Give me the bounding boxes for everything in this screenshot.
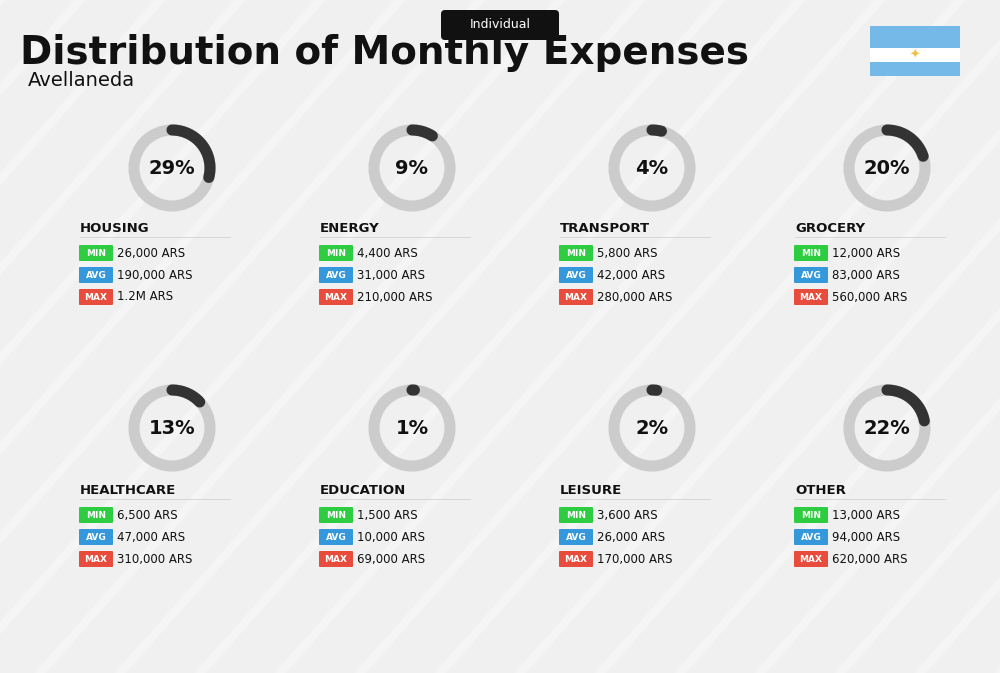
FancyBboxPatch shape: [441, 10, 559, 40]
Text: 620,000 ARS: 620,000 ARS: [832, 553, 908, 565]
Text: 1%: 1%: [395, 419, 429, 437]
Text: 560,000 ARS: 560,000 ARS: [832, 291, 907, 304]
Text: MIN: MIN: [566, 511, 586, 520]
Text: 94,000 ARS: 94,000 ARS: [832, 530, 900, 544]
Text: 170,000 ARS: 170,000 ARS: [597, 553, 672, 565]
Text: MIN: MIN: [801, 511, 821, 520]
Text: MAX: MAX: [800, 293, 822, 302]
Text: 280,000 ARS: 280,000 ARS: [597, 291, 672, 304]
Text: HOUSING: HOUSING: [80, 221, 150, 234]
Text: MIN: MIN: [86, 248, 106, 258]
FancyBboxPatch shape: [870, 62, 960, 76]
Text: TRANSPORT: TRANSPORT: [560, 221, 650, 234]
FancyBboxPatch shape: [319, 529, 353, 545]
FancyBboxPatch shape: [870, 26, 960, 48]
FancyBboxPatch shape: [79, 507, 113, 523]
Text: 4%: 4%: [635, 159, 669, 178]
FancyBboxPatch shape: [79, 245, 113, 261]
Text: 26,000 ARS: 26,000 ARS: [117, 246, 185, 260]
Text: 69,000 ARS: 69,000 ARS: [357, 553, 425, 565]
FancyBboxPatch shape: [319, 289, 353, 305]
Text: 310,000 ARS: 310,000 ARS: [117, 553, 192, 565]
Text: 20%: 20%: [864, 159, 910, 178]
Text: HEALTHCARE: HEALTHCARE: [80, 483, 176, 497]
Text: EDUCATION: EDUCATION: [320, 483, 406, 497]
Text: MAX: MAX: [84, 555, 108, 563]
Text: 3,600 ARS: 3,600 ARS: [597, 509, 658, 522]
Text: AVG: AVG: [326, 271, 346, 279]
Text: MAX: MAX: [324, 293, 348, 302]
Text: 2%: 2%: [635, 419, 669, 437]
FancyBboxPatch shape: [319, 551, 353, 567]
Text: MAX: MAX: [564, 555, 588, 563]
FancyBboxPatch shape: [794, 507, 828, 523]
Text: 1,500 ARS: 1,500 ARS: [357, 509, 418, 522]
Text: MIN: MIN: [566, 248, 586, 258]
Text: Individual: Individual: [470, 18, 530, 32]
FancyBboxPatch shape: [319, 267, 353, 283]
Text: 210,000 ARS: 210,000 ARS: [357, 291, 432, 304]
Text: AVG: AVG: [86, 532, 106, 542]
FancyBboxPatch shape: [559, 289, 593, 305]
Text: 6,500 ARS: 6,500 ARS: [117, 509, 178, 522]
Text: AVG: AVG: [566, 271, 586, 279]
Text: AVG: AVG: [566, 532, 586, 542]
Text: 26,000 ARS: 26,000 ARS: [597, 530, 665, 544]
FancyBboxPatch shape: [319, 507, 353, 523]
FancyBboxPatch shape: [559, 551, 593, 567]
Text: Avellaneda: Avellaneda: [28, 71, 135, 90]
FancyBboxPatch shape: [559, 529, 593, 545]
Text: 190,000 ARS: 190,000 ARS: [117, 269, 192, 281]
Text: MIN: MIN: [326, 511, 346, 520]
Text: 13,000 ARS: 13,000 ARS: [832, 509, 900, 522]
FancyBboxPatch shape: [794, 529, 828, 545]
Text: MAX: MAX: [564, 293, 588, 302]
FancyBboxPatch shape: [870, 48, 960, 62]
FancyBboxPatch shape: [794, 289, 828, 305]
FancyBboxPatch shape: [79, 551, 113, 567]
Text: MAX: MAX: [800, 555, 822, 563]
Text: 47,000 ARS: 47,000 ARS: [117, 530, 185, 544]
Text: 29%: 29%: [149, 159, 195, 178]
Text: MIN: MIN: [326, 248, 346, 258]
Text: 13%: 13%: [149, 419, 195, 437]
Text: 10,000 ARS: 10,000 ARS: [357, 530, 425, 544]
Text: 12,000 ARS: 12,000 ARS: [832, 246, 900, 260]
Text: 31,000 ARS: 31,000 ARS: [357, 269, 425, 281]
Text: AVG: AVG: [86, 271, 106, 279]
Text: AVG: AVG: [326, 532, 346, 542]
FancyBboxPatch shape: [794, 267, 828, 283]
Text: 5,800 ARS: 5,800 ARS: [597, 246, 658, 260]
FancyBboxPatch shape: [559, 507, 593, 523]
Text: MIN: MIN: [86, 511, 106, 520]
Text: LEISURE: LEISURE: [560, 483, 622, 497]
FancyBboxPatch shape: [559, 267, 593, 283]
FancyBboxPatch shape: [794, 551, 828, 567]
FancyBboxPatch shape: [79, 267, 113, 283]
FancyBboxPatch shape: [79, 529, 113, 545]
Text: MAX: MAX: [84, 293, 108, 302]
Text: AVG: AVG: [801, 271, 821, 279]
FancyBboxPatch shape: [79, 289, 113, 305]
Text: 1.2M ARS: 1.2M ARS: [117, 291, 173, 304]
Text: AVG: AVG: [801, 532, 821, 542]
Text: 4,400 ARS: 4,400 ARS: [357, 246, 418, 260]
Text: Distribution of Monthly Expenses: Distribution of Monthly Expenses: [20, 34, 749, 72]
Text: 83,000 ARS: 83,000 ARS: [832, 269, 900, 281]
Text: OTHER: OTHER: [795, 483, 846, 497]
FancyBboxPatch shape: [559, 245, 593, 261]
Text: 9%: 9%: [396, 159, 428, 178]
Text: MAX: MAX: [324, 555, 348, 563]
FancyBboxPatch shape: [319, 245, 353, 261]
Text: 42,000 ARS: 42,000 ARS: [597, 269, 665, 281]
Text: ENERGY: ENERGY: [320, 221, 380, 234]
FancyBboxPatch shape: [794, 245, 828, 261]
Text: ✦: ✦: [910, 48, 920, 61]
Text: GROCERY: GROCERY: [795, 221, 865, 234]
Text: MIN: MIN: [801, 248, 821, 258]
Text: 22%: 22%: [864, 419, 910, 437]
